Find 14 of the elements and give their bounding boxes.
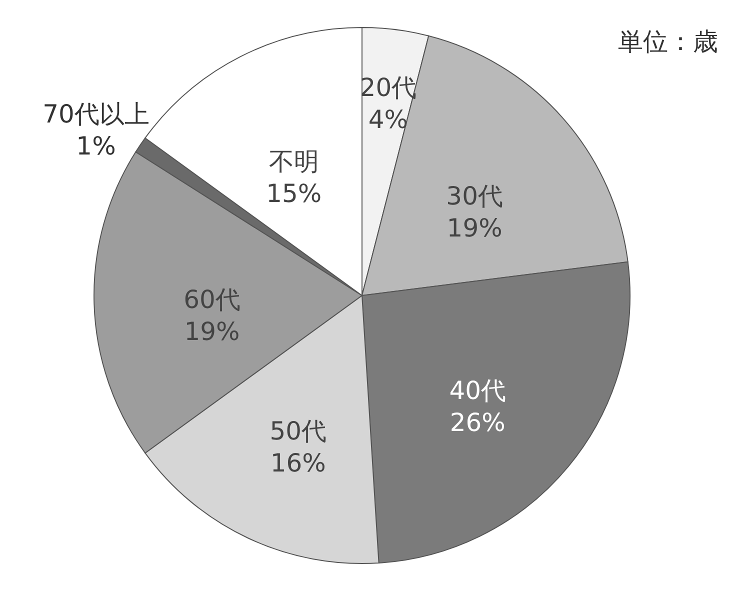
slice-label: 60代	[184, 285, 240, 314]
slice-label: 不明	[268, 146, 319, 176]
data-label: 1%	[76, 132, 116, 161]
slice-label: 40代	[449, 376, 506, 406]
data-label: 19%	[184, 317, 240, 346]
data-label: 19%	[446, 213, 502, 242]
slice-label: 50代	[270, 416, 327, 446]
slice-label: 70代以上	[42, 100, 150, 129]
data-label: 15%	[266, 178, 322, 208]
data-label: 26%	[450, 408, 506, 438]
slice-label: 30代	[446, 181, 503, 210]
data-label: 16%	[270, 448, 326, 478]
text: 単位：歳	[618, 27, 718, 56]
data-label: 4%	[368, 105, 408, 134]
